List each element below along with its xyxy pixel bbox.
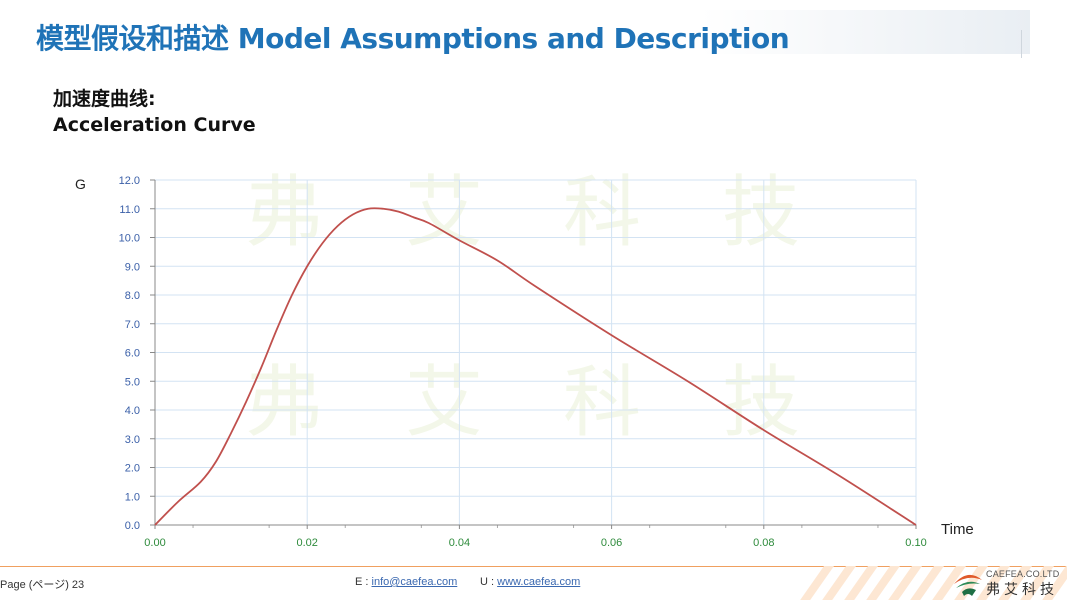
logo-mark-icon — [954, 574, 982, 596]
x-tick-label: 0.00 — [144, 537, 165, 549]
y-tick-label: 11.0 — [119, 204, 140, 216]
page-number: Page (ページ) 23 — [0, 579, 85, 591]
x-tick-label: 0.06 — [601, 537, 622, 549]
y-tick-label: 1.0 — [125, 491, 140, 503]
chart-heading-cn: 加速度曲线: — [53, 88, 156, 110]
x-tick-label: 0.02 — [296, 537, 317, 549]
header-corner-line — [1021, 30, 1022, 58]
logo-en-text: CAEFEA.CO.LTD — [986, 569, 1060, 579]
y-tick-label: 7.0 — [125, 319, 140, 331]
y-tick-label: 8.0 — [125, 290, 140, 302]
footer-web: U : www.caefea.com — [480, 576, 580, 588]
y-axis-label: G — [75, 176, 86, 192]
footer-email: E : info@caefea.com — [355, 576, 457, 588]
y-tick-label: 0.0 — [125, 520, 140, 532]
header-fade-band — [700, 10, 1030, 54]
y-tick-label: 3.0 — [125, 434, 140, 446]
chart-heading-en: Acceleration Curve — [53, 114, 256, 136]
y-tick-label: 9.0 — [125, 261, 140, 273]
x-tick-label: 0.10 — [905, 537, 926, 549]
x-tick-label: 0.08 — [753, 537, 774, 549]
website-link[interactable]: www.caefea.com — [497, 576, 581, 588]
y-tick-label: 12.0 — [119, 175, 140, 187]
email-link[interactable]: info@caefea.com — [371, 576, 458, 588]
y-tick-label: 4.0 — [125, 405, 140, 417]
logo-cn-text: 弗艾科技 — [986, 582, 1058, 598]
series-line — [154, 207, 917, 526]
y-tick-label: 10.0 — [119, 233, 140, 245]
page-title: 模型假设和描述 Model Assumptions and Descriptio… — [36, 22, 790, 55]
y-tick-label: 6.0 — [125, 348, 140, 360]
x-axis-label: Time — [941, 521, 974, 538]
x-tick-label: 0.04 — [449, 537, 470, 549]
web-label: U : — [480, 576, 498, 588]
y-tick-label: 2.0 — [125, 463, 140, 475]
email-label: E : — [355, 576, 372, 588]
company-logo: CAEFEA.CO.LTD 弗艾科技 — [952, 568, 1064, 598]
footer-divider — [0, 566, 1067, 567]
y-tick-label: 5.0 — [125, 376, 140, 388]
chart-heading: 加速度曲线: Acceleration Curve — [53, 86, 256, 138]
